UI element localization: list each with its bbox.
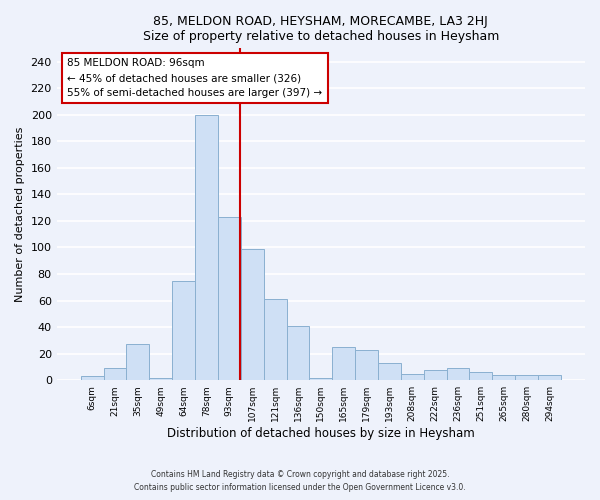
Bar	[172, 280, 195, 380]
Bar	[104, 368, 127, 380]
Bar	[493, 375, 515, 380]
Bar	[424, 370, 446, 380]
Bar	[469, 372, 493, 380]
Bar	[218, 217, 241, 380]
Text: Contains HM Land Registry data © Crown copyright and database right 2025.
Contai: Contains HM Land Registry data © Crown c…	[134, 470, 466, 492]
Bar	[446, 368, 469, 380]
Y-axis label: Number of detached properties: Number of detached properties	[15, 126, 25, 302]
X-axis label: Distribution of detached houses by size in Heysham: Distribution of detached houses by size …	[167, 427, 475, 440]
Bar	[149, 378, 172, 380]
Bar	[195, 114, 218, 380]
Text: 85 MELDON ROAD: 96sqm
← 45% of detached houses are smaller (326)
55% of semi-det: 85 MELDON ROAD: 96sqm ← 45% of detached …	[67, 58, 322, 98]
Bar	[310, 378, 332, 380]
Title: 85, MELDON ROAD, HEYSHAM, MORECAMBE, LA3 2HJ
Size of property relative to detach: 85, MELDON ROAD, HEYSHAM, MORECAMBE, LA3…	[143, 15, 499, 43]
Bar	[515, 375, 538, 380]
Bar	[401, 374, 424, 380]
Bar	[241, 249, 263, 380]
Bar	[127, 344, 149, 380]
Bar	[355, 350, 378, 380]
Bar	[538, 375, 561, 380]
Bar	[263, 299, 287, 380]
Bar	[378, 363, 401, 380]
Bar	[80, 376, 104, 380]
Bar	[332, 347, 355, 380]
Bar	[287, 326, 310, 380]
